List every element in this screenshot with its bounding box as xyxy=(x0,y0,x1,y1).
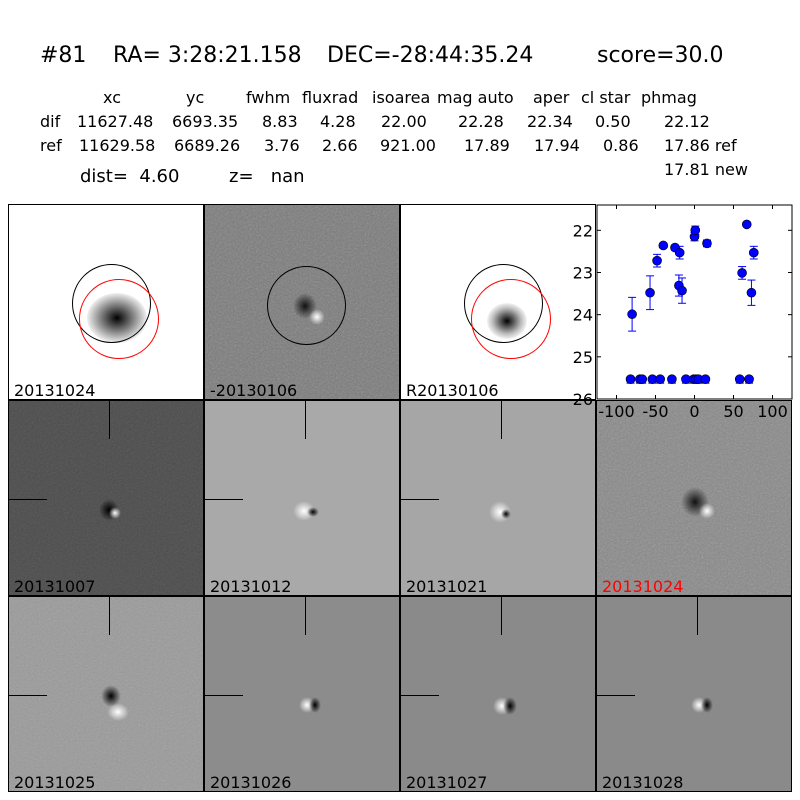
upper-limit-point xyxy=(734,374,745,384)
ref-value: 0.86 xyxy=(603,136,639,155)
data-point xyxy=(652,255,662,266)
dif-value: 22.34 xyxy=(527,112,573,131)
data-point xyxy=(741,219,752,230)
dec: DEC=-28:44:35.24 xyxy=(327,43,534,68)
reference-image-panel: R20130106 xyxy=(400,204,596,400)
epoch-panel: 20131007 xyxy=(8,400,204,596)
dif-value: 22.28 xyxy=(458,112,504,131)
dif-value: 22.00 xyxy=(381,112,427,131)
ref-value: 3.76 xyxy=(264,136,300,155)
dif-aperture-circle xyxy=(79,279,159,359)
data-point xyxy=(645,287,655,298)
panel-label: 20131028 xyxy=(602,773,684,792)
new-phmag: 17.81 new xyxy=(664,160,748,179)
dif-value: 4.28 xyxy=(320,112,356,131)
score: score=30.0 xyxy=(597,43,724,68)
ref-value: 17.89 xyxy=(464,136,510,155)
dif-value: 11627.48 xyxy=(77,112,154,131)
panel-label-highlighted: 20131024 xyxy=(602,577,684,596)
upper-limit-point xyxy=(667,374,677,384)
data-point xyxy=(677,285,687,296)
y-tick-label: 23 xyxy=(573,263,593,282)
epoch-panel: 20131028 xyxy=(596,596,792,792)
upper-limit-point xyxy=(625,374,636,384)
aperture-circle xyxy=(267,266,346,345)
column-header: mag auto xyxy=(437,88,514,107)
column-header: fwhm xyxy=(246,88,291,107)
dif-value: 6693.35 xyxy=(172,112,239,131)
panel-label: 20131012 xyxy=(210,577,292,596)
data-point xyxy=(674,247,685,258)
ref-value: 921.00 xyxy=(380,136,436,155)
ref-value: 17.86 ref xyxy=(664,136,737,155)
dif-value: 8.83 xyxy=(262,112,298,131)
data-point xyxy=(748,247,759,258)
dif-value: 22.12 xyxy=(664,112,710,131)
column-header: cl star xyxy=(581,88,631,107)
column-header: yc xyxy=(186,88,205,107)
difference-image-panel: -20130106 xyxy=(204,204,400,400)
column-header: aper xyxy=(533,88,570,107)
panel-label: 20131027 xyxy=(406,773,488,792)
upper-limit-point xyxy=(655,374,665,384)
panel-label: 20131021 xyxy=(406,577,488,596)
column-header: fluxrad xyxy=(302,88,359,107)
panel-label: 20131007 xyxy=(14,577,96,596)
epoch-panel: 20131012 xyxy=(204,400,400,596)
light-curve-chart: -100 -50 0 50 100 22 23 24 25 26 xyxy=(573,204,793,421)
ref-value: 11629.58 xyxy=(79,136,156,155)
epoch-panel: 20131021 xyxy=(400,400,596,596)
data-point xyxy=(658,240,669,251)
panel-label: 20131024 xyxy=(14,381,96,400)
epoch-panel: 20131025 xyxy=(8,596,204,792)
epoch-panel: 20131026 xyxy=(204,596,400,792)
dist: dist= 4.60 xyxy=(80,166,180,187)
y-tick-label: 26 xyxy=(573,390,593,409)
x-tick-label: 50 xyxy=(723,402,743,421)
y-tick-label: 24 xyxy=(573,306,593,325)
new-image-panel: 20131024 xyxy=(8,204,204,400)
y-tick-label: 22 xyxy=(573,221,593,240)
data-point xyxy=(737,268,747,278)
panel-label: -20130106 xyxy=(210,381,298,400)
candidate-id: #81 xyxy=(40,43,87,68)
epoch-panel: 20131024 xyxy=(596,400,792,596)
x-tick-label: 100 xyxy=(757,402,788,421)
row-label-dif: dif xyxy=(40,112,61,131)
upper-limit-point xyxy=(637,374,648,384)
data-point xyxy=(690,225,701,236)
column-header: xc xyxy=(103,88,121,107)
x-tick-label: -50 xyxy=(642,402,668,421)
y-tick-label: 25 xyxy=(573,348,593,367)
row-label-ref: ref xyxy=(40,136,62,155)
upper-limit-point xyxy=(700,374,711,384)
column-header: isoarea xyxy=(372,88,431,107)
ra: RA= 3:28:21.158 xyxy=(113,43,302,68)
dif-value: 0.50 xyxy=(595,112,631,131)
column-header: phmag xyxy=(641,88,697,107)
data-point xyxy=(627,309,637,320)
panel-label: 20131026 xyxy=(210,773,292,792)
ref-value: 6689.26 xyxy=(174,136,241,155)
x-tick-label: 0 xyxy=(689,402,699,421)
ref-value: 17.94 xyxy=(534,136,580,155)
panel-label: 20131025 xyxy=(14,773,96,792)
data-point xyxy=(702,238,712,249)
upper-limit-point xyxy=(744,374,754,384)
data-point xyxy=(746,287,757,298)
panel-label: R20130106 xyxy=(406,381,499,400)
x-tick-label: -100 xyxy=(598,402,634,421)
ref-value: 2.66 xyxy=(322,136,358,155)
redshift: z= nan xyxy=(229,166,305,187)
epoch-panel: 20131027 xyxy=(400,596,596,792)
dif-aperture-circle xyxy=(471,279,551,359)
